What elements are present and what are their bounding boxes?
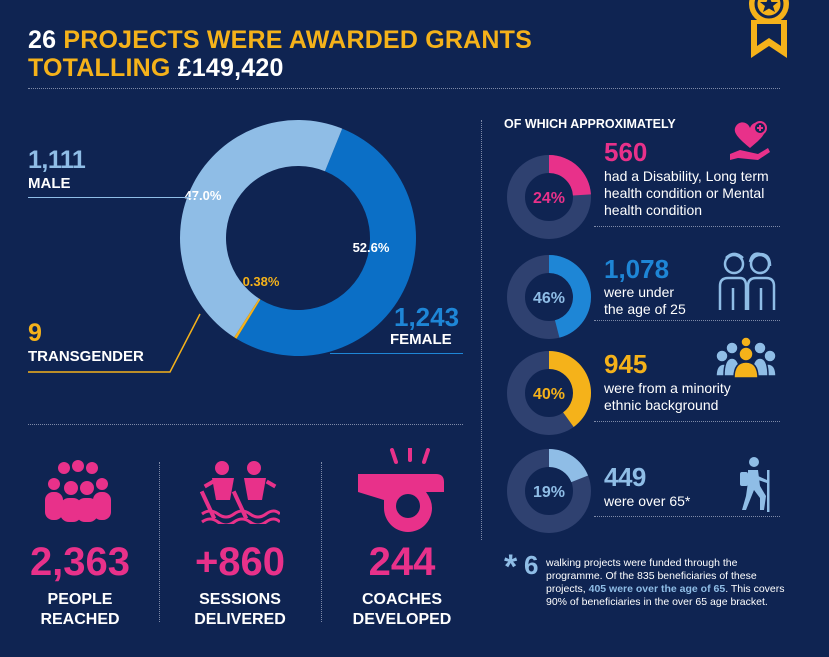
sessions-delivered-value: +860 bbox=[194, 540, 286, 584]
footnote-line2: programme. Of the 835 beneficiaries of t… bbox=[546, 570, 757, 582]
title-divider bbox=[28, 88, 780, 89]
disability-count: 560 bbox=[604, 137, 648, 167]
over65-ring: 19% bbox=[507, 449, 591, 533]
over65-count: 449 bbox=[604, 462, 646, 492]
ethnic-desc-2: ethnic background bbox=[604, 397, 719, 413]
under25-pct: 46% bbox=[533, 290, 565, 307]
rowers-icon bbox=[200, 461, 280, 524]
footnote-star: * bbox=[504, 548, 518, 586]
male-count: 1,111 bbox=[28, 146, 86, 174]
ring-progress bbox=[549, 351, 591, 427]
row-divider-3 bbox=[594, 421, 780, 422]
under25-desc-2: the age of 25 bbox=[604, 301, 686, 317]
people-icon bbox=[45, 460, 111, 522]
footnote-line4: 90% of beneficiaries in the over 65 age … bbox=[546, 596, 768, 608]
under25-desc: were under the age of 25 bbox=[604, 284, 686, 318]
award-badge-icon bbox=[749, 0, 789, 58]
people-reached-label-1: PEOPLE bbox=[47, 591, 113, 608]
female-label: FEMALE bbox=[390, 331, 452, 348]
section-divider bbox=[28, 424, 463, 425]
people-reached-label-2: REACHED bbox=[40, 611, 120, 628]
disability-ring: 24% bbox=[507, 155, 591, 239]
title-line2: TOTALLING bbox=[28, 54, 171, 82]
coaches-developed-label: COACHES DEVELOPED bbox=[340, 590, 464, 630]
donut-slice-female bbox=[236, 128, 416, 356]
column-divider bbox=[481, 120, 482, 540]
over65-desc-1: were over 65* bbox=[604, 493, 691, 509]
people-reached-label: PEOPLE REACHED bbox=[20, 590, 140, 630]
male-leader-line bbox=[28, 197, 198, 198]
young-people-icon bbox=[718, 252, 776, 310]
female-pct-label: 52.6% bbox=[353, 240, 390, 255]
footnote-highlight: 405 were over the age of 65 bbox=[588, 583, 726, 595]
footnote-line1: walking projects were funded through the bbox=[546, 557, 738, 569]
ethnic-desc-1: were from a minority bbox=[604, 380, 731, 396]
coaches-developed-label-2: DEVELOPED bbox=[352, 611, 452, 628]
ethnic-desc: were from a minority ethnic background bbox=[604, 380, 731, 414]
footnote-line3: projects, 405 were over the age of 65. T… bbox=[546, 583, 816, 596]
under25-desc-1: were under bbox=[604, 284, 675, 300]
disability-desc-2: health condition or Mental bbox=[604, 185, 765, 201]
sessions-delivered-label: SESSIONS DELIVERED bbox=[180, 590, 300, 630]
donut-slice-transgender bbox=[234, 298, 261, 339]
sessions-delivered-label-1: SESSIONS bbox=[199, 591, 281, 608]
stat-divider-2 bbox=[321, 462, 322, 622]
gender-donut-chart: 47.0% 52.6% 0.38% bbox=[180, 120, 416, 356]
people-reached-value: 2,363 bbox=[29, 540, 131, 584]
footnote-line3a: projects, bbox=[546, 583, 589, 595]
hiker-icon bbox=[740, 457, 770, 512]
sessions-delivered-label-2: DELIVERED bbox=[194, 611, 286, 628]
donut-slice-male bbox=[180, 120, 343, 338]
female-leader-line bbox=[330, 353, 463, 354]
row-divider-4 bbox=[594, 516, 780, 517]
transgender-leader-line bbox=[28, 313, 201, 373]
whistle-icon bbox=[358, 448, 444, 532]
title-count: 26 bbox=[28, 26, 57, 54]
ring-progress bbox=[549, 449, 589, 483]
under25-ring: 46% bbox=[507, 255, 592, 339]
transgender-label: TRANSGENDER bbox=[28, 348, 144, 365]
title-line1: PROJECTS WERE AWARDED GRANTS bbox=[63, 26, 532, 54]
over65-desc: were over 65* bbox=[604, 493, 690, 510]
page-title: 26 PROJECTS WERE AWARDED GRANTS TOTALLIN… bbox=[28, 26, 532, 82]
title-amount: £149,420 bbox=[177, 54, 284, 82]
row-divider-1 bbox=[594, 226, 780, 227]
under25-count: 1,078 bbox=[604, 254, 670, 284]
ethnic-ring: 40% bbox=[507, 351, 591, 435]
over65-pct: 19% bbox=[533, 484, 565, 501]
female-count: 1,243 bbox=[394, 302, 460, 332]
coaches-developed-label-1: COACHES bbox=[361, 591, 442, 608]
male-label: MALE bbox=[28, 175, 71, 192]
ring-progress bbox=[549, 255, 592, 338]
coaches-developed-value: 244 bbox=[368, 540, 436, 584]
ethnic-count: 945 bbox=[604, 349, 648, 379]
disability-desc-1: had a Disability, Long term bbox=[604, 168, 769, 184]
transgender-count: 9 bbox=[28, 319, 42, 347]
heart-hand-icon bbox=[730, 121, 770, 160]
disability-desc-3: health condition bbox=[604, 202, 703, 218]
group-icon bbox=[716, 336, 776, 378]
transgender-pct-label: 0.38% bbox=[243, 274, 280, 289]
ring-progress bbox=[549, 155, 591, 196]
disability-desc: had a Disability, Long term health condi… bbox=[604, 168, 769, 219]
disability-pct: 24% bbox=[533, 190, 565, 207]
male-pct-label: 47.0% bbox=[185, 188, 222, 203]
stat-divider-1 bbox=[159, 462, 160, 622]
ethnic-pct: 40% bbox=[533, 386, 565, 403]
row-divider-2 bbox=[594, 320, 780, 321]
approx-heading: OF WHICH APPROXIMATELY bbox=[504, 117, 676, 131]
footnote-line3c: . This covers bbox=[725, 583, 785, 595]
footnote-count: 6 bbox=[524, 550, 539, 580]
